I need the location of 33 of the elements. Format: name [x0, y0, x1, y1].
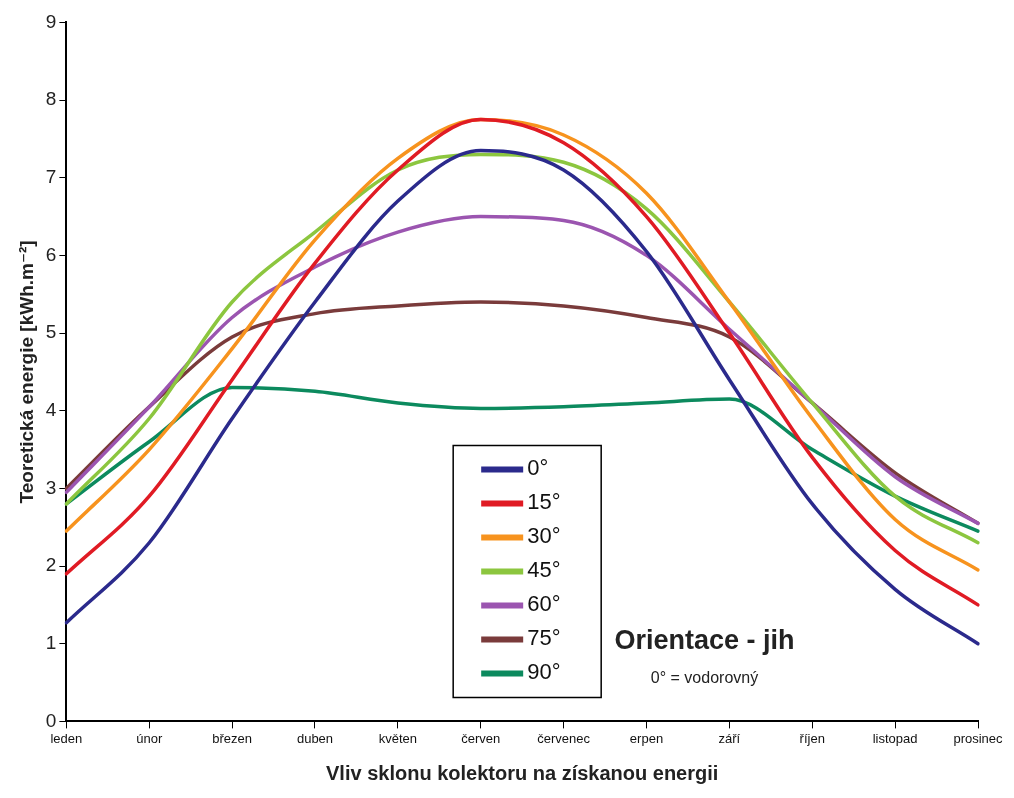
y-tick-label: 9	[45, 10, 57, 32]
x-tick-label: říjen	[799, 730, 825, 746]
y-tick-label: 4	[45, 398, 57, 420]
x-tick-label: listopad	[872, 730, 918, 746]
legend-label: 90°	[527, 659, 561, 685]
x-tick-label: červenec	[537, 730, 591, 746]
y-tick-label: 5	[45, 321, 57, 343]
legend-label: 0°	[527, 455, 549, 481]
x-tick-label: květen	[378, 730, 418, 746]
y-tick-label: 2	[45, 554, 57, 576]
y-tick-label: 7	[45, 165, 57, 187]
legend-label: 60°	[527, 591, 561, 617]
y-tick-label: 3	[45, 476, 57, 498]
x-tick-label: září	[718, 730, 741, 746]
x-tick-label: červen	[461, 730, 501, 746]
x-tick-label: leden	[50, 730, 83, 746]
y-tick-label: 8	[45, 88, 57, 110]
y-tick-label: 1	[45, 631, 57, 653]
x-tick-label: duben	[296, 730, 334, 746]
legend-label: 45°	[527, 557, 561, 583]
annotation: Orientace - jih	[614, 625, 795, 656]
x-tick-label: únor	[136, 730, 163, 746]
x-axis-title: Vliv sklonu kolektoru na získanou energii	[326, 761, 719, 784]
x-tick-label: erpen	[629, 730, 664, 746]
legend-label: 15°	[527, 489, 561, 515]
y-tick-label: 0	[45, 709, 57, 731]
x-tick-label: prosinec	[953, 730, 1004, 746]
annotation: 0° = vodorovný	[650, 669, 759, 687]
y-axis-title: Teoretická energie [kWh.m⁻²]	[15, 240, 37, 504]
y-tick-label: 6	[45, 243, 57, 265]
legend-label: 30°	[527, 523, 561, 549]
legend-label: 75°	[527, 625, 561, 651]
x-tick-label: březen	[212, 730, 252, 746]
